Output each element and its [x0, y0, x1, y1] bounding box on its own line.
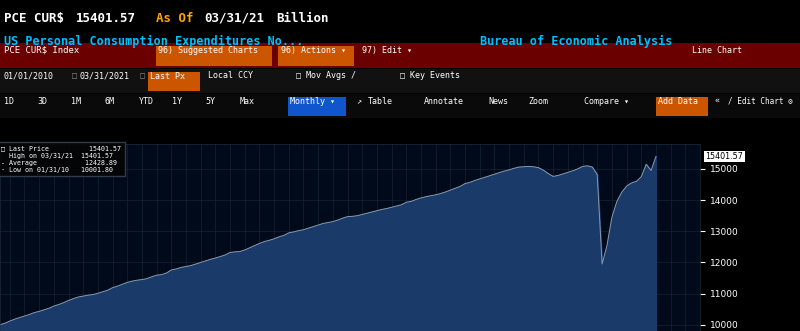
Text: Monthly ▾: Monthly ▾: [290, 97, 334, 106]
Text: As Of: As Of: [156, 12, 194, 24]
Text: □: □: [140, 71, 145, 80]
Text: 03/31/2021: 03/31/2021: [80, 71, 130, 80]
Text: 1Y: 1Y: [172, 97, 182, 106]
Text: □: □: [72, 71, 77, 80]
Text: Table: Table: [368, 97, 393, 106]
Text: 1M: 1M: [71, 97, 82, 106]
Text: 96) Suggested Charts: 96) Suggested Charts: [158, 46, 258, 55]
Text: 96) Actions ▾: 96) Actions ▾: [281, 46, 346, 55]
Text: Billion: Billion: [276, 12, 329, 24]
Text: YTD: YTD: [138, 97, 154, 106]
Text: □ Key Events: □ Key Events: [400, 71, 460, 80]
Text: Local CCY: Local CCY: [208, 71, 253, 80]
Text: 3D: 3D: [38, 97, 48, 106]
Text: / Edit Chart ⚙: / Edit Chart ⚙: [728, 97, 793, 106]
Text: Annotate: Annotate: [424, 97, 464, 106]
Text: Add Data: Add Data: [658, 97, 698, 106]
Text: Zoom: Zoom: [528, 97, 548, 106]
Text: News: News: [488, 97, 508, 106]
Text: Max: Max: [239, 97, 254, 106]
Text: 97) Edit ▾: 97) Edit ▾: [362, 46, 413, 55]
Text: 01/01/2010: 01/01/2010: [4, 71, 54, 80]
Text: «: «: [714, 97, 719, 106]
Text: □ Mov Avgs /: □ Mov Avgs /: [296, 71, 356, 80]
Text: 1D: 1D: [4, 97, 14, 106]
Text: PCE CUR$: PCE CUR$: [4, 12, 64, 24]
Text: 5Y: 5Y: [206, 97, 216, 106]
Text: PCE CUR$ Index: PCE CUR$ Index: [4, 46, 79, 55]
Text: Line Chart: Line Chart: [692, 46, 742, 55]
Text: US Personal Consumption Expenditures No...: US Personal Consumption Expenditures No.…: [4, 35, 303, 48]
Text: Bureau of Economic Analysis: Bureau of Economic Analysis: [480, 35, 672, 48]
Text: Compare ▾: Compare ▾: [584, 97, 629, 106]
Text: □ Last Price          15401.57
  High on 03/31/21  15401.57
- Average           : □ Last Price 15401.57 High on 03/31/21 1…: [2, 146, 122, 173]
Text: Last Px: Last Px: [150, 72, 186, 81]
Text: 6M: 6M: [105, 97, 115, 106]
Text: 15401.57: 15401.57: [76, 12, 136, 24]
Text: 15401.57: 15401.57: [706, 152, 743, 161]
Text: 03/31/21: 03/31/21: [204, 12, 264, 24]
Text: ↗: ↗: [356, 97, 361, 106]
